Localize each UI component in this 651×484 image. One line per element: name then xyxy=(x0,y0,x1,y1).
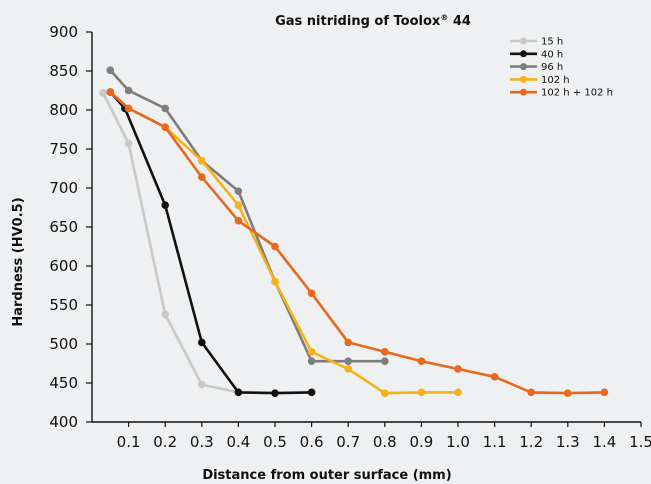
data-point xyxy=(454,365,462,373)
data-point xyxy=(600,388,609,397)
x-tick-label: 1.0 xyxy=(446,433,470,451)
chart-title: Gas nitriding of Toolox® 44 xyxy=(275,13,471,29)
data-point xyxy=(124,86,133,95)
legend-item: 102 h + 102 h xyxy=(510,88,613,99)
y-tick-label: 650 xyxy=(49,218,78,236)
data-point xyxy=(417,357,426,365)
data-point xyxy=(344,338,353,347)
x-tick-label: 0.7 xyxy=(336,433,360,451)
y-tick-label: 700 xyxy=(49,179,78,197)
x-tick-label: 0.4 xyxy=(226,433,250,451)
series-layer xyxy=(99,66,609,397)
data-point xyxy=(454,388,462,397)
data-point xyxy=(381,389,389,397)
x-tick-label: 0.9 xyxy=(409,433,433,451)
data-point xyxy=(234,187,243,195)
data-point xyxy=(307,348,316,356)
y-tick-label: 550 xyxy=(49,296,78,314)
series-5 xyxy=(106,88,609,397)
x-tick-label: 1.3 xyxy=(556,433,580,451)
data-point xyxy=(344,365,353,373)
legend-swatch-marker xyxy=(520,50,527,58)
x-tick-label: 0.8 xyxy=(373,433,397,451)
data-point xyxy=(307,388,316,397)
legend-label: 102 h xyxy=(541,75,570,86)
x-tick-label: 1.5 xyxy=(629,433,651,451)
data-point xyxy=(527,388,535,397)
data-point xyxy=(161,310,169,319)
y-axis-label: Hardness (HV0.5) xyxy=(11,197,26,326)
legend-label: 40 h xyxy=(541,49,563,60)
y-tick-label: 400 xyxy=(49,413,78,431)
legend-swatch-marker xyxy=(520,37,527,45)
y-tick-label: 850 xyxy=(49,62,78,80)
data-point xyxy=(271,277,279,286)
x-tick-label: 0.5 xyxy=(263,433,287,451)
data-point xyxy=(234,216,243,225)
data-point xyxy=(271,242,279,251)
legend-label: 96 h xyxy=(541,62,563,73)
x-tick-label: 0.6 xyxy=(300,433,324,451)
series-1 xyxy=(99,89,243,397)
y-tick-label: 600 xyxy=(49,257,78,275)
data-point xyxy=(124,104,133,113)
y-tick-label: 500 xyxy=(49,335,78,353)
x-tick-label: 1.4 xyxy=(592,433,616,451)
y-tick-label: 450 xyxy=(49,374,78,392)
legend-swatch-marker xyxy=(520,75,527,83)
legend-item: 96 h xyxy=(510,62,563,73)
data-point xyxy=(161,201,169,209)
legend-item: 40 h xyxy=(510,49,563,60)
x-tick-label: 0.1 xyxy=(117,433,141,451)
data-point xyxy=(198,156,206,165)
data-point xyxy=(198,173,206,181)
data-point xyxy=(564,389,572,397)
data-point xyxy=(307,289,316,298)
legend-swatch-marker xyxy=(520,88,527,96)
data-point xyxy=(106,66,115,75)
legend-item: 102 h xyxy=(510,75,570,86)
legend-label: 15 h xyxy=(541,37,563,48)
data-point xyxy=(106,88,115,96)
data-point xyxy=(124,139,133,148)
y-tick-label: 900 xyxy=(49,23,78,41)
x-tick-label: 0.2 xyxy=(153,433,177,451)
legend-item: 15 h xyxy=(510,37,563,48)
data-point xyxy=(198,380,206,389)
data-point xyxy=(198,338,206,347)
x-axis-label: Distance from outer surface (mm) xyxy=(202,468,451,483)
data-point xyxy=(161,123,169,131)
y-tick-label: 800 xyxy=(49,101,78,119)
data-point xyxy=(417,388,426,397)
legend: 15 h40 h 96 h 102 h 102 h + 102 h xyxy=(510,37,613,99)
legend-swatch-marker xyxy=(520,63,527,71)
data-point xyxy=(161,104,169,113)
data-point xyxy=(381,348,389,356)
x-tick-label: 1.1 xyxy=(483,433,507,451)
data-point xyxy=(307,357,316,365)
data-point xyxy=(234,201,243,209)
y-tick-label: 750 xyxy=(49,140,78,158)
legend-label: 102 h + 102 h xyxy=(541,88,613,99)
data-point xyxy=(490,372,499,381)
data-point xyxy=(271,389,279,397)
x-tick-label: 0.3 xyxy=(190,433,214,451)
data-point xyxy=(234,388,243,397)
axes: 400 450 500 550 600 650 700 750 800 850 900 0.1 0.2 0… xyxy=(49,23,651,451)
x-tick-label: 1.2 xyxy=(519,433,543,451)
data-point xyxy=(99,89,107,97)
data-point xyxy=(344,357,353,365)
data-point xyxy=(381,357,389,365)
